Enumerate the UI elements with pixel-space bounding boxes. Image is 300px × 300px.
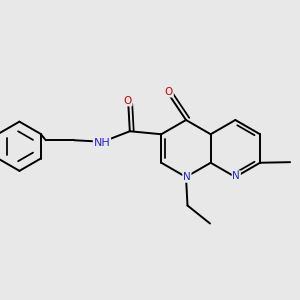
Text: NH: NH [94, 138, 110, 148]
Text: O: O [124, 96, 132, 106]
Text: N: N [183, 172, 191, 182]
Text: N: N [232, 171, 240, 181]
Text: O: O [165, 87, 173, 97]
